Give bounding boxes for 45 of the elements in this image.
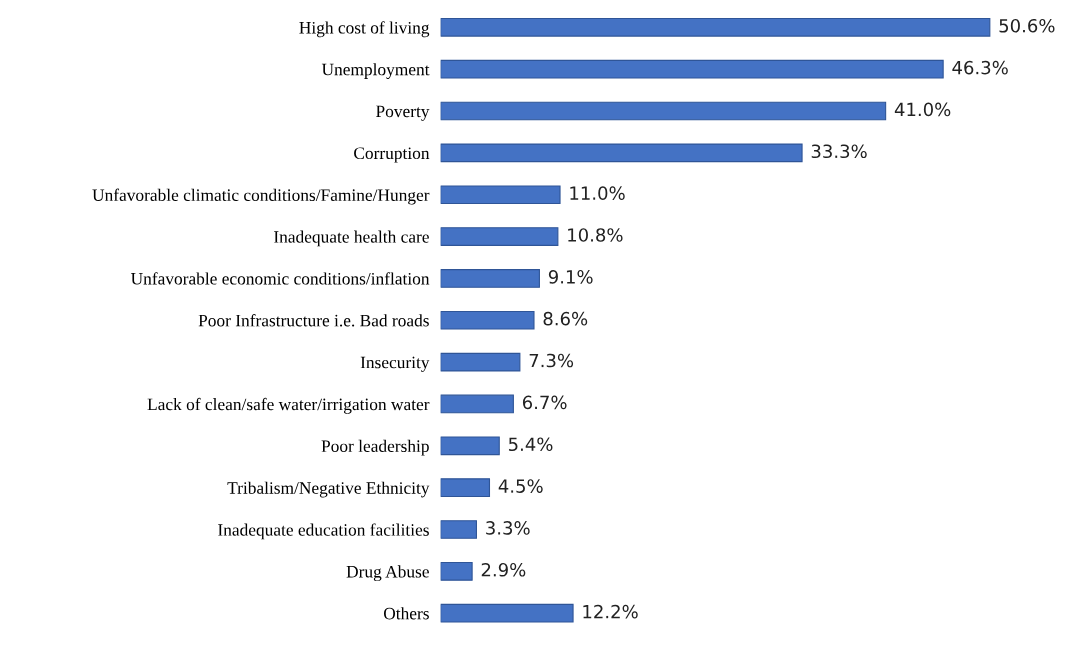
y-tick-label: Poor Infrastructure i.e. Bad roads xyxy=(198,314,429,327)
data-label: 46.3% xyxy=(952,60,1008,75)
bar xyxy=(440,478,491,498)
bar xyxy=(440,310,535,330)
y-tick-label: Tribalism/Negative Ethnicity xyxy=(227,481,430,498)
data-label: 12.2% xyxy=(583,604,638,619)
y-tick-label: Lack of clean/safe water/irrigation water xyxy=(147,397,430,414)
data-label: 6.7% xyxy=(522,395,567,410)
y-tick-label: Unemployment xyxy=(321,63,430,79)
bar xyxy=(440,269,540,288)
bar xyxy=(440,603,574,623)
y-tick-label: Poor leadership xyxy=(321,439,429,456)
bar xyxy=(440,59,944,79)
y-tick-label: Unfavorable climatic conditions/Famine/Hunger xyxy=(92,188,430,205)
data-label: 7.3% xyxy=(529,353,574,368)
bar xyxy=(440,520,478,539)
y-tick-label: Unfavorable economic conditions/inflation xyxy=(130,272,430,285)
data-label: 8.6% xyxy=(543,311,588,326)
y-tick-label: Insecurity xyxy=(360,356,430,372)
bar xyxy=(440,17,991,37)
y-tick-label: Others xyxy=(383,607,429,620)
data-label: 10.8% xyxy=(568,228,623,242)
y-tick-label: Inadequate health care xyxy=(274,230,429,247)
data-label: 4.5% xyxy=(498,479,543,493)
data-label: 2.9% xyxy=(481,562,526,577)
data-label: 41.0% xyxy=(894,102,951,117)
y-tick-label: Inadequate education facilities xyxy=(218,523,429,540)
bar xyxy=(440,436,500,456)
data-label: 50.6% xyxy=(999,18,1055,33)
data-label: 11.0% xyxy=(570,186,625,200)
data-label: 5.4% xyxy=(508,437,553,452)
y-tick-label: Drug Abuse xyxy=(346,565,429,582)
bar xyxy=(440,143,803,163)
bar xyxy=(440,562,473,581)
bar xyxy=(440,394,514,414)
bar xyxy=(440,227,559,246)
y-tick-label: High cost of living xyxy=(299,21,430,38)
bar xyxy=(440,185,561,205)
data-label: 3.3% xyxy=(486,521,530,535)
data-label: 9.1% xyxy=(548,270,593,284)
y-tick-label: Poverty xyxy=(376,105,430,121)
bar xyxy=(440,101,887,121)
y-tick-label: Corruption xyxy=(354,147,430,163)
bar xyxy=(440,352,521,372)
data-label: 33.3% xyxy=(811,144,867,159)
